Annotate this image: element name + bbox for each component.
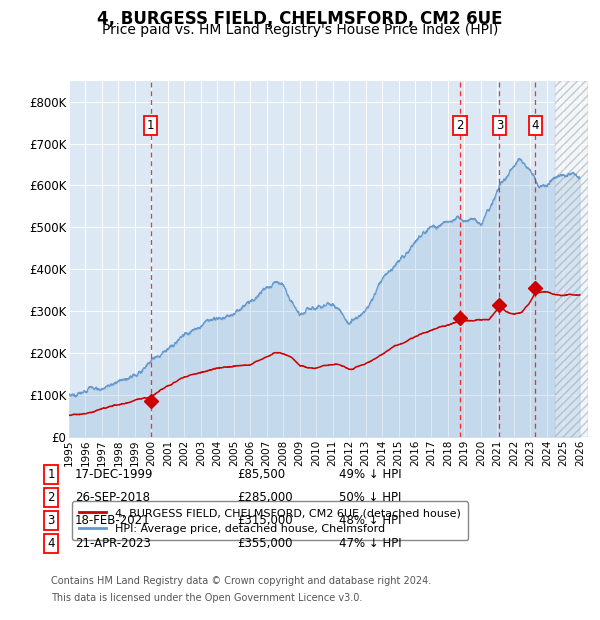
Text: 17-DEC-1999: 17-DEC-1999 bbox=[75, 468, 154, 481]
Text: Contains HM Land Registry data © Crown copyright and database right 2024.: Contains HM Land Registry data © Crown c… bbox=[51, 576, 431, 586]
Text: 3: 3 bbox=[496, 118, 503, 131]
Text: 4: 4 bbox=[532, 118, 539, 131]
Text: 50% ↓ HPI: 50% ↓ HPI bbox=[339, 491, 401, 503]
Text: 47% ↓ HPI: 47% ↓ HPI bbox=[339, 537, 401, 549]
Text: 26-SEP-2018: 26-SEP-2018 bbox=[75, 491, 150, 503]
Text: 1: 1 bbox=[147, 118, 154, 131]
Text: 21-APR-2023: 21-APR-2023 bbox=[75, 537, 151, 549]
Text: Price paid vs. HM Land Registry's House Price Index (HPI): Price paid vs. HM Land Registry's House … bbox=[102, 23, 498, 37]
Text: 3: 3 bbox=[47, 514, 55, 526]
Text: £315,000: £315,000 bbox=[237, 514, 293, 526]
Bar bbox=[555, 81, 588, 437]
Text: £85,500: £85,500 bbox=[237, 468, 285, 481]
Text: 18-FEB-2021: 18-FEB-2021 bbox=[75, 514, 151, 526]
Text: 4: 4 bbox=[47, 537, 55, 549]
Text: 2: 2 bbox=[47, 491, 55, 503]
Text: 2: 2 bbox=[456, 118, 464, 131]
Text: £285,000: £285,000 bbox=[237, 491, 293, 503]
Text: This data is licensed under the Open Government Licence v3.0.: This data is licensed under the Open Gov… bbox=[51, 593, 362, 603]
Text: 49% ↓ HPI: 49% ↓ HPI bbox=[339, 468, 401, 481]
Legend: 4, BURGESS FIELD, CHELMSFORD, CM2 6UE (detached house), HPI: Average price, deta: 4, BURGESS FIELD, CHELMSFORD, CM2 6UE (d… bbox=[72, 502, 468, 541]
Text: 1: 1 bbox=[47, 468, 55, 481]
Text: 48% ↓ HPI: 48% ↓ HPI bbox=[339, 514, 401, 526]
Text: 4, BURGESS FIELD, CHELMSFORD, CM2 6UE: 4, BURGESS FIELD, CHELMSFORD, CM2 6UE bbox=[97, 10, 503, 28]
Text: £355,000: £355,000 bbox=[237, 537, 293, 549]
